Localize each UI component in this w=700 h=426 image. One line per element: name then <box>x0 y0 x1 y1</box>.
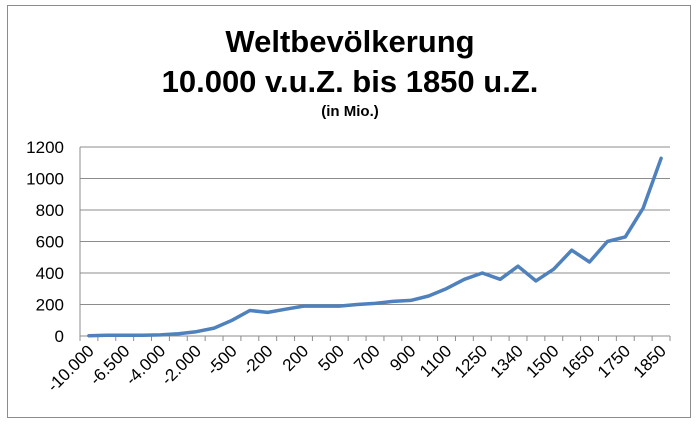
y-tick-label: 800 <box>36 201 64 220</box>
y-tick-label: 400 <box>36 264 64 283</box>
chart-frame <box>7 5 691 418</box>
chart-title: Weltbevölkerung <box>225 24 475 59</box>
x-tick-label: 200 <box>279 341 312 374</box>
x-tick-label: -2.000 <box>158 341 206 389</box>
axes <box>79 147 671 341</box>
x-tick-label: 1250 <box>451 341 491 381</box>
y-tick-label: 600 <box>36 233 64 252</box>
x-tick-label: -10.000 <box>44 341 98 395</box>
y-tick-label: 1200 <box>26 138 64 157</box>
series-group <box>87 156 663 338</box>
chart-subtitle: 10.000 v.u.Z. bis 1850 u.Z. <box>161 64 539 99</box>
x-tick-label: 1340 <box>487 341 527 381</box>
x-tick-label: 700 <box>350 341 383 374</box>
y-axis-ticks: 0 200 400 600 800 1000 1200 <box>26 138 64 346</box>
x-tick-label: -6.500 <box>86 341 134 389</box>
series-line-population <box>87 156 663 338</box>
x-tick-label: 1650 <box>558 341 598 381</box>
x-tick-label: 500 <box>315 341 348 374</box>
y-tick-label: 200 <box>36 296 64 315</box>
x-tick-label: 1500 <box>522 341 562 381</box>
x-tick-label: -500 <box>203 341 240 378</box>
x-tick-label: 1850 <box>630 341 670 381</box>
x-tick-label: 900 <box>386 341 419 374</box>
gridlines <box>80 146 670 305</box>
chart-unit-note: (in Mio.) <box>321 103 379 120</box>
x-tick-label: 1100 <box>416 341 455 380</box>
x-tick-label: -200 <box>239 341 276 378</box>
y-tick-label: 0 <box>55 327 64 346</box>
y-tick-label: 1000 <box>26 170 64 189</box>
x-tick-label: 1750 <box>594 341 634 381</box>
x-tick-label: -4.000 <box>122 341 170 389</box>
x-axis-ticks: -10.000-6.500-4.000-2.000-500-200 200 500 7… <box>44 341 670 395</box>
